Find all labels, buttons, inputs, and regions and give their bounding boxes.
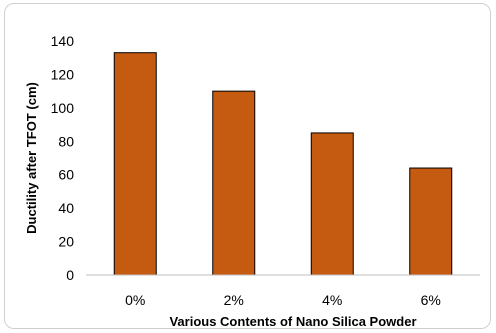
y-tick-label: 60 xyxy=(58,167,74,183)
bar xyxy=(113,52,157,276)
y-axis-title: Ductility after TFOT (cm) xyxy=(24,82,39,234)
y-tick-label: 20 xyxy=(58,234,74,250)
x-axis-ticks: 0% 2% 4% 6% xyxy=(125,292,441,308)
x-tick-label: 0% xyxy=(125,292,145,308)
y-tick-label: 40 xyxy=(58,200,74,216)
y-tick-label: 100 xyxy=(51,100,75,116)
y-tick-label: 80 xyxy=(58,133,74,149)
y-axis-ticks: 0 20 40 60 80 100 120 140 xyxy=(51,33,75,283)
y-tick-label: 140 xyxy=(51,33,75,49)
x-tick-label: 4% xyxy=(322,292,342,308)
bar xyxy=(212,90,256,276)
bar xyxy=(409,167,453,276)
y-tick-label: 120 xyxy=(51,66,75,82)
y-tick-label: 0 xyxy=(66,267,74,283)
bars xyxy=(113,52,453,276)
x-tick-label: 2% xyxy=(224,292,244,308)
x-axis-title: Various Contents of Nano Silica Powder xyxy=(169,314,416,329)
bar xyxy=(310,132,354,276)
x-tick-label: 6% xyxy=(421,292,441,308)
